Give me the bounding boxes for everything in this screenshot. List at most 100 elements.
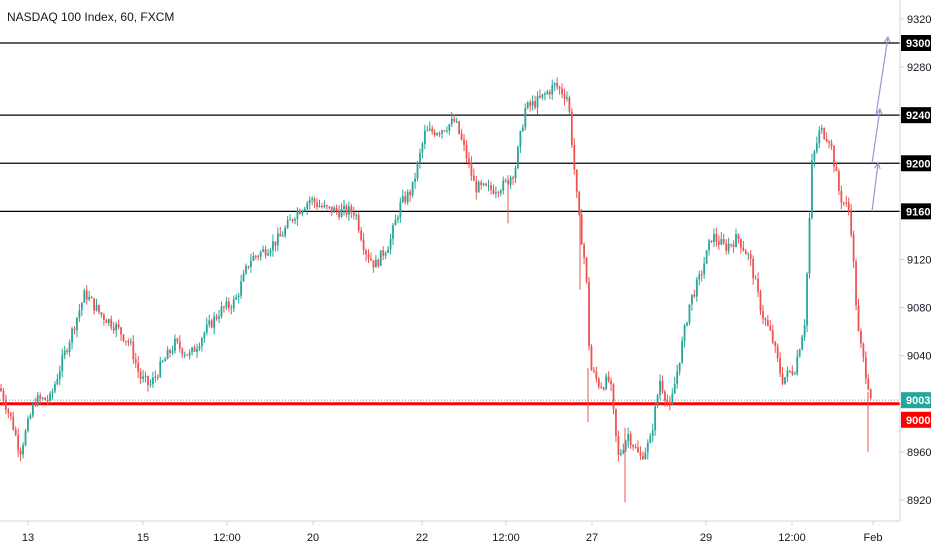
time-axis[interactable]: 13 15 12:00 20 22 12:00 27 29 12:00 Feb (22, 521, 883, 544)
candle (691, 294, 693, 311)
projection-arrow[interactable] (871, 162, 881, 212)
candle (490, 181, 492, 195)
candle-body (673, 383, 676, 394)
candle (497, 190, 500, 198)
candle-body (590, 346, 593, 371)
candle-body (470, 162, 473, 176)
candle-body (786, 370, 789, 378)
candle-body (649, 436, 652, 443)
candle (438, 131, 441, 138)
candle-body (181, 348, 184, 355)
candle (671, 388, 674, 406)
candle (31, 401, 34, 419)
candle (637, 440, 639, 453)
candle (164, 356, 167, 362)
candle (343, 200, 345, 216)
candle-body (610, 380, 612, 385)
candle (749, 250, 752, 266)
candle (512, 175, 514, 186)
candle (286, 215, 289, 229)
arrows-layer (871, 35, 891, 212)
candle (154, 370, 157, 383)
candle-body (862, 343, 865, 358)
candle-body (622, 449, 625, 453)
candle (495, 186, 497, 199)
candle (803, 319, 806, 341)
projection-arrow[interactable] (875, 35, 891, 116)
svg-text:9160: 9160 (906, 206, 930, 218)
svg-text:9003: 9003 (906, 395, 930, 407)
candle-body (789, 370, 791, 372)
candle-body (546, 91, 549, 94)
candle-body (186, 354, 189, 356)
candle-body (107, 319, 110, 324)
candle (683, 323, 686, 348)
candle-body (323, 205, 326, 208)
candle (752, 255, 755, 285)
candle (134, 352, 137, 368)
candle-body (529, 102, 532, 106)
candle-body (352, 212, 355, 216)
candle (833, 144, 835, 173)
candle-body (188, 352, 191, 356)
candle (455, 117, 458, 124)
candle-body (482, 183, 485, 185)
candle (289, 214, 291, 221)
candle-body (492, 189, 495, 194)
candle (259, 250, 262, 261)
candle (566, 91, 568, 102)
candle-body (463, 139, 465, 145)
candle-body (708, 240, 710, 251)
candle-body (210, 320, 213, 328)
candle-body (798, 349, 801, 357)
svg-text:9300: 9300 (906, 38, 930, 50)
candle (860, 328, 862, 349)
candle-body (693, 294, 696, 297)
time-tick-label: 29 (700, 532, 712, 544)
candle (597, 376, 600, 390)
candle (553, 82, 556, 92)
candle-body (196, 348, 198, 352)
candle-body (769, 325, 772, 331)
candle (840, 185, 843, 210)
candle-body (39, 395, 42, 399)
time-tick-label: 22 (416, 532, 428, 544)
candle (828, 139, 830, 149)
candle-body (801, 337, 804, 350)
candle (330, 206, 333, 216)
price-axis[interactable]: 9320 9280 9240 9200 9160 9120 9080 9040 9000 8960… (900, 14, 931, 507)
candle-body (561, 88, 563, 95)
candle-body (495, 192, 497, 194)
candle (468, 151, 470, 168)
candle-body (730, 244, 732, 246)
candle-body (512, 177, 514, 179)
candle-body (815, 143, 818, 152)
candle (68, 339, 71, 357)
candle (781, 366, 784, 386)
candle (656, 393, 659, 408)
candle (460, 129, 463, 141)
candle-body (722, 238, 725, 244)
levels-layer (0, 42, 900, 406)
candle-body (691, 294, 693, 305)
candle (27, 415, 29, 433)
candle (362, 232, 365, 255)
candle (54, 381, 56, 394)
candle-body (164, 359, 167, 362)
candle-body (387, 249, 389, 253)
candle-body (514, 167, 517, 179)
candle-body (791, 371, 794, 375)
candle-body (316, 202, 318, 207)
projection-arrow[interactable] (871, 107, 883, 164)
candle (44, 397, 46, 401)
candle (519, 130, 522, 153)
candle-body (774, 342, 777, 347)
candle-body (401, 196, 404, 202)
candle (156, 374, 159, 381)
candle-body (110, 319, 113, 328)
candle (39, 392, 42, 405)
candle (83, 288, 86, 304)
candle (85, 285, 88, 305)
candle-body (441, 130, 443, 134)
